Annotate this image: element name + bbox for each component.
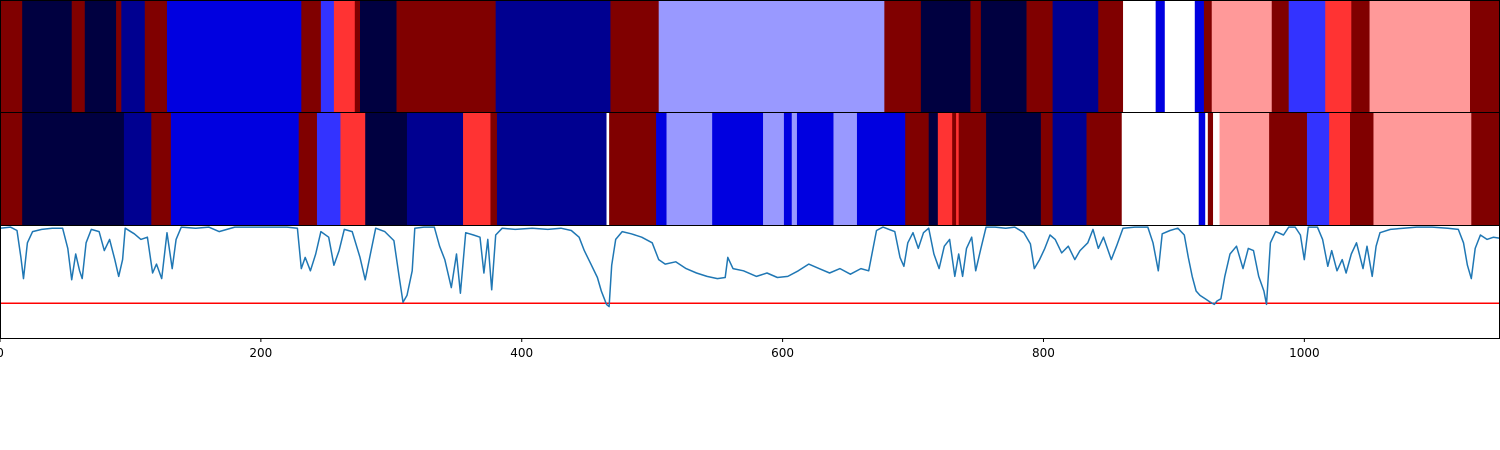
heatmap-cell (80, 113, 125, 225)
heatmap-cell (920, 1, 971, 112)
heatmap-cell (1350, 113, 1374, 225)
heatmap-cell (1369, 1, 1471, 112)
heatmap-cell (123, 113, 152, 225)
heatmap-cell (726, 113, 764, 225)
line-plot-panel (0, 226, 1500, 308)
heatmap-cell (1052, 1, 1099, 112)
heatmap-cell (320, 1, 335, 112)
heatmap-cell (144, 1, 168, 112)
heatmap-cell (1213, 113, 1220, 225)
heatmap-cell (1351, 1, 1370, 112)
heatmap-cell (1040, 113, 1054, 225)
heatmap-cell (1219, 113, 1270, 225)
heatmap-cell (833, 113, 858, 225)
heatmap-cell (666, 113, 713, 225)
x-tick-label: 0 (0, 346, 4, 360)
heatmap-cell (360, 1, 397, 112)
heatmap-cell (937, 113, 953, 225)
heatmap-cell (1026, 1, 1054, 112)
heatmap-cell (22, 1, 73, 112)
heatmap-cell (0, 1, 23, 112)
x-tick-label: 200 (249, 346, 272, 360)
heatmap-cell (396, 1, 497, 112)
heatmap-cell (928, 113, 939, 225)
heatmap-cell (658, 1, 885, 112)
heatmap-cell (905, 113, 930, 225)
heatmap-cell (1198, 113, 1206, 225)
heatmap-cell (1205, 113, 1209, 225)
heatmap-cell (340, 113, 366, 225)
heatmap-cell (1194, 1, 1205, 112)
heatmap-cell (463, 113, 491, 225)
heatmap-cell (609, 113, 657, 225)
heatmap-cell (1052, 113, 1087, 225)
heatmap-cell (316, 113, 341, 225)
heatmap-cell (1373, 113, 1472, 225)
series-line (0, 226, 1500, 308)
heatmap-cell (301, 1, 322, 112)
heatmap-cell (1121, 113, 1200, 225)
heatmap-cell (84, 1, 117, 112)
heatmap-cell (980, 1, 1027, 112)
heatmap-cell (1329, 113, 1351, 225)
heatmap-cell (22, 113, 82, 225)
heatmap-cell (71, 1, 86, 112)
heatmap-cell (170, 113, 300, 225)
heatmap-cell (791, 113, 798, 225)
heatmap-cell (884, 1, 922, 112)
heatmap-cell (1269, 113, 1308, 225)
heatmap-cell (1271, 1, 1290, 112)
x-tick-label: 1000 (1289, 346, 1320, 360)
heatmap-cell (151, 113, 172, 225)
heatmap-cell (1471, 113, 1500, 225)
heatmap-cell (986, 113, 1042, 225)
heatmap-cell (116, 1, 122, 112)
panel-frame (0, 225, 1500, 339)
x-axis: 0 200 400 600 800 1000 (0, 338, 1320, 360)
heatmap-cell (406, 113, 464, 225)
heatmap-cell (365, 113, 408, 225)
heatmap-cell (1207, 113, 1214, 225)
heatmap-panel-top (0, 1, 1500, 112)
heatmap-panel-middle (0, 113, 1500, 225)
heatmap-cell (796, 113, 834, 225)
heatmap-cell (1164, 1, 1196, 112)
heatmap-cell (610, 1, 660, 112)
heatmap-cell (1325, 1, 1352, 112)
heatmap-cell (606, 113, 610, 225)
heatmap-cell (121, 1, 146, 112)
heatmap-cell (1098, 1, 1124, 112)
x-tick-label: 800 (1032, 346, 1055, 360)
heatmap-cell (656, 113, 667, 225)
heatmap-cell (1211, 1, 1273, 112)
heatmap-cell (783, 113, 793, 225)
heatmap-cell (496, 113, 607, 225)
heatmap-cell (1288, 1, 1326, 112)
heatmap-cell (952, 113, 957, 225)
heatmap-cell (956, 113, 960, 225)
heatmap-cell (490, 113, 498, 225)
heatmap-cell (1306, 113, 1330, 225)
heatmap-cell (1086, 113, 1123, 225)
heatmap-cell (166, 1, 302, 112)
heatmap-cell (1155, 1, 1166, 112)
heatmap-cell (495, 1, 611, 112)
x-tick-label: 400 (510, 346, 533, 360)
heatmap-cell (1203, 1, 1213, 112)
heatmap-cell (354, 1, 361, 112)
line-layer (0, 226, 1500, 308)
heatmap-cell (0, 113, 23, 225)
heatmap-cell (970, 1, 982, 112)
heatmap-cell (712, 113, 727, 225)
heatmap-cell (1123, 1, 1157, 112)
heatmap-cell (333, 1, 356, 112)
heatmap-cell (1470, 1, 1500, 112)
x-tick-label: 600 (771, 346, 794, 360)
heatmap-cell (763, 113, 785, 225)
heatmap-cell (958, 113, 987, 225)
heatmap-cell (856, 113, 906, 225)
heatmap-cell (298, 113, 318, 225)
